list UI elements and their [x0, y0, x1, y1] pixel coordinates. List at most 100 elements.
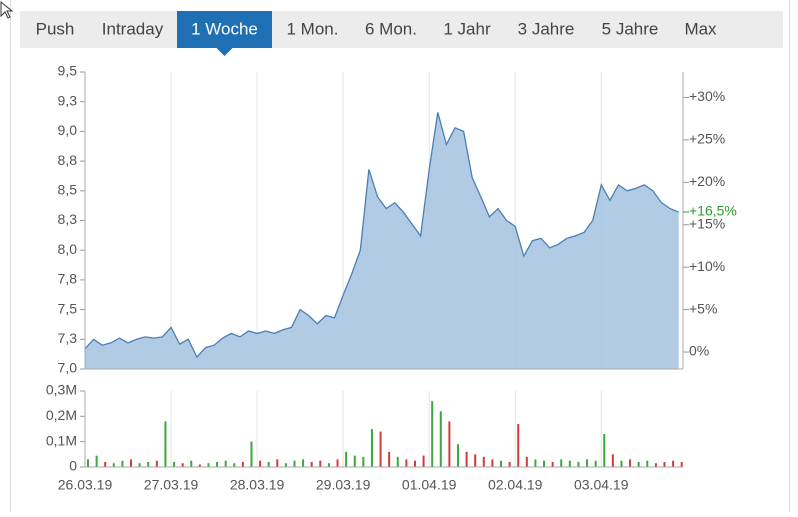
- volume-bar: [603, 434, 606, 467]
- volume-bar: [543, 460, 546, 467]
- volume-bar: [663, 461, 666, 467]
- volume-bar: [241, 461, 244, 467]
- y2-tick-label: +15%: [689, 215, 725, 231]
- tab-label: Push: [36, 19, 75, 38]
- tab[interactable]: 6 Mon.: [365, 19, 417, 38]
- volume-bar: [646, 460, 649, 467]
- volume-bar: [198, 464, 201, 467]
- volume-bar: [680, 461, 683, 467]
- x-tick-label: 28.03.19: [230, 477, 285, 493]
- volume-bar: [482, 456, 485, 467]
- y-tick-label: 7,0: [58, 360, 78, 376]
- volume-bar: [319, 460, 322, 467]
- x-tick-label: 01.04.19: [402, 477, 457, 493]
- tab[interactable]: 5 Jahre: [602, 19, 659, 38]
- tab[interactable]: Max: [684, 19, 717, 38]
- tab-active-bg: [177, 11, 272, 48]
- volume-bar: [422, 455, 425, 467]
- tab[interactable]: 1 Mon.: [287, 19, 339, 38]
- y-tick-label: 7,8: [58, 271, 78, 287]
- y2-tick-label: +10%: [689, 258, 725, 274]
- volume-bar: [405, 459, 408, 467]
- volume-bar: [259, 460, 262, 467]
- y-tick-label: 0: [69, 458, 77, 474]
- y-tick-label: 9,3: [58, 92, 78, 108]
- volume-bar: [586, 459, 589, 467]
- y-tick-label: 8,5: [58, 182, 78, 198]
- volume-bar: [448, 421, 451, 467]
- volume-bar: [233, 463, 236, 467]
- tab-label: Intraday: [102, 19, 164, 38]
- volume-bar: [164, 421, 167, 467]
- tab[interactable]: Intraday: [102, 19, 164, 38]
- tab-label: 1 Jahr: [443, 19, 491, 38]
- cursor: [0, 0, 14, 19]
- volume-bar: [388, 451, 391, 467]
- volume-bar: [147, 461, 150, 467]
- y2-tick-label: +20%: [689, 173, 725, 189]
- volume-bar: [207, 463, 210, 467]
- y-tick-label: 9,5: [58, 63, 78, 79]
- volume-bar: [181, 463, 184, 467]
- volume-bar: [293, 460, 296, 467]
- volume-bar: [491, 459, 494, 467]
- volume-bar: [611, 454, 614, 467]
- tab-label: Max: [684, 19, 717, 38]
- tab-label: 3 Jahre: [518, 19, 575, 38]
- volume-bar: [534, 459, 537, 467]
- y-tick-label: 9,0: [58, 122, 78, 138]
- volume-bar: [276, 459, 279, 467]
- volume-bar: [362, 456, 365, 467]
- volume-bar: [508, 461, 511, 467]
- y-tick-label: 0,3M: [46, 382, 77, 398]
- tab[interactable]: 1 Jahr: [443, 19, 491, 38]
- x-tick-label: 27.03.19: [144, 477, 199, 493]
- volume-bar: [560, 459, 563, 467]
- y2-tick-label: 0%: [689, 343, 709, 359]
- tab-bar: [20, 11, 783, 48]
- volume-bar: [216, 461, 219, 467]
- tab-label: 6 Mon.: [365, 19, 417, 38]
- x-tick-label: 03.04.19: [574, 477, 629, 493]
- volume-bar: [525, 456, 528, 467]
- tab-label: 1 Mon.: [287, 19, 339, 38]
- x-tick-label: 26.03.19: [58, 477, 113, 493]
- volume-bar: [396, 456, 399, 467]
- volume-bar: [250, 441, 253, 467]
- volume-bar: [620, 460, 623, 467]
- y2-tick-label: +30%: [689, 88, 725, 104]
- volume-bar: [284, 463, 287, 467]
- volume-bar: [568, 460, 571, 467]
- volume-bar: [104, 461, 107, 467]
- x-tick-label: 29.03.19: [316, 477, 371, 493]
- x-tick-label: 02.04.19: [488, 477, 543, 493]
- volume-bar: [474, 454, 477, 467]
- volume-bar: [267, 461, 270, 467]
- price-area: [85, 112, 679, 370]
- current-change-label: +16,5%: [689, 203, 737, 219]
- volume-bar: [87, 459, 89, 467]
- tab[interactable]: 1 Woche: [177, 11, 272, 56]
- tab[interactable]: Push: [36, 19, 75, 38]
- volume-bar: [224, 460, 227, 467]
- y-tick-label: 8,0: [58, 241, 78, 257]
- y-tick-label: 0,1M: [46, 432, 77, 448]
- volume-bar: [517, 423, 520, 467]
- volume-bar: [431, 401, 434, 467]
- y-tick-label: 7,5: [58, 300, 78, 316]
- volume-bar: [594, 460, 597, 467]
- volume-bar: [353, 455, 356, 467]
- volume-bar: [310, 461, 313, 467]
- volume-bar: [130, 459, 133, 467]
- tab-pointer: [216, 48, 233, 56]
- volume-bar: [413, 460, 416, 467]
- volume-bar: [173, 461, 176, 467]
- volume-bar: [121, 460, 124, 467]
- volume-bar: [465, 451, 468, 467]
- tab-label: 5 Jahre: [602, 19, 659, 38]
- volume-bar: [190, 460, 193, 467]
- tab[interactable]: 3 Jahre: [518, 19, 575, 38]
- y-tick-label: 8,8: [58, 152, 78, 168]
